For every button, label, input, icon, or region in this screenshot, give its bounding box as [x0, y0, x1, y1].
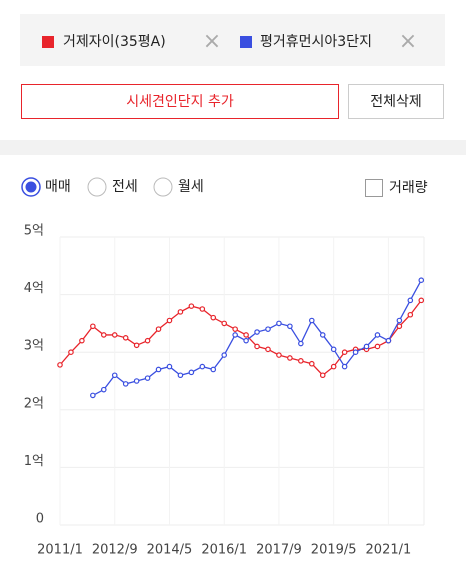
point: [232, 332, 238, 338]
y-tick-label: 0: [36, 512, 44, 527]
point: [243, 337, 249, 344]
point: [90, 323, 96, 330]
point: [122, 334, 129, 341]
point: [396, 323, 403, 330]
point: [155, 326, 162, 332]
x-tick-label: 2021/1: [366, 543, 412, 558]
point: [330, 363, 337, 370]
point: [385, 337, 392, 344]
point: [188, 303, 195, 309]
point: [298, 340, 304, 347]
point: [308, 360, 315, 367]
point: [254, 329, 260, 335]
x-tick-label: 2011/1: [37, 543, 83, 558]
point: [276, 352, 282, 358]
point: [407, 297, 414, 304]
x-tick-label: 2017/9: [256, 543, 302, 558]
legend-swatch: [42, 36, 54, 48]
point: [111, 372, 118, 379]
series-line: [92, 279, 422, 396]
point: [177, 372, 184, 379]
point: [144, 375, 151, 381]
point: [407, 311, 414, 318]
point: [210, 314, 217, 321]
y-tick-label: 5억: [24, 224, 44, 239]
point: [177, 309, 184, 315]
delete-all-label: 전체삭제: [370, 94, 422, 110]
point: [100, 332, 107, 338]
point: [79, 337, 85, 344]
point: [144, 337, 151, 344]
point: [232, 326, 238, 332]
point: [352, 349, 359, 356]
point: [221, 320, 228, 327]
x-tick-label: 2012/9: [92, 543, 138, 558]
point: [199, 363, 206, 370]
remove-icon[interactable]: ×: [203, 29, 221, 54]
point: [265, 346, 271, 353]
point: [68, 349, 74, 356]
plot: 0 1억 2억 3억 4억 5억 2011/1 2012/9 2014/5 2016/1 2017/…: [24, 224, 425, 558]
radio[interactable]: [87, 177, 107, 197]
point: [374, 332, 381, 338]
point: [298, 358, 304, 364]
point: [254, 343, 260, 350]
legend-label: 거제자이(35평A): [63, 34, 166, 50]
point: [90, 392, 96, 399]
checkbox-label: 거래량: [389, 180, 428, 196]
divider: [0, 140, 466, 155]
point: [199, 306, 206, 312]
radio[interactable]: [153, 177, 173, 197]
x-tick-label: 2014/5: [147, 543, 193, 558]
add-button[interactable]: [21, 84, 339, 119]
y-tick-label: 3억: [24, 339, 44, 354]
point: [221, 352, 228, 358]
add-button-label: 시세견인단지 추가: [126, 94, 234, 110]
legend-label: 평거휴먼시아3단지: [260, 34, 372, 50]
point: [418, 277, 425, 284]
x-tick-label: 2019/5: [311, 543, 357, 558]
point: [166, 363, 173, 370]
point: [243, 332, 249, 338]
point: [265, 326, 271, 332]
point: [396, 317, 403, 324]
point: [374, 343, 381, 350]
point: [155, 366, 162, 373]
radio-dot: [25, 181, 37, 193]
y-tick-label: 1억: [24, 454, 44, 469]
point: [418, 297, 425, 304]
point: [276, 320, 282, 327]
point: [133, 378, 140, 384]
x-tick-label: 2016/1: [201, 543, 247, 558]
point: [287, 355, 293, 361]
point: [363, 343, 370, 350]
checkbox[interactable]: [365, 179, 383, 197]
point: [330, 346, 337, 353]
point: [133, 342, 140, 349]
point: [166, 317, 173, 324]
point: [210, 366, 217, 373]
radio-label: 월세: [178, 179, 204, 195]
point: [308, 317, 315, 324]
point: [319, 372, 326, 379]
point: [100, 386, 107, 393]
point: [188, 369, 195, 376]
legend-swatch: [240, 36, 252, 48]
point: [319, 332, 326, 338]
point: [57, 362, 63, 368]
radio-label: 매매: [45, 179, 71, 195]
legend-box: [20, 14, 445, 66]
y-tick-label: 2억: [24, 396, 44, 411]
y-tick-label: 4억: [24, 281, 44, 296]
point: [341, 363, 348, 370]
point: [287, 323, 293, 330]
point: [111, 332, 118, 338]
point: [122, 381, 129, 387]
delete-all-button[interactable]: [348, 84, 444, 119]
remove-icon[interactable]: ×: [399, 29, 417, 54]
radio-label: 전세: [112, 179, 138, 195]
point: [341, 349, 348, 356]
